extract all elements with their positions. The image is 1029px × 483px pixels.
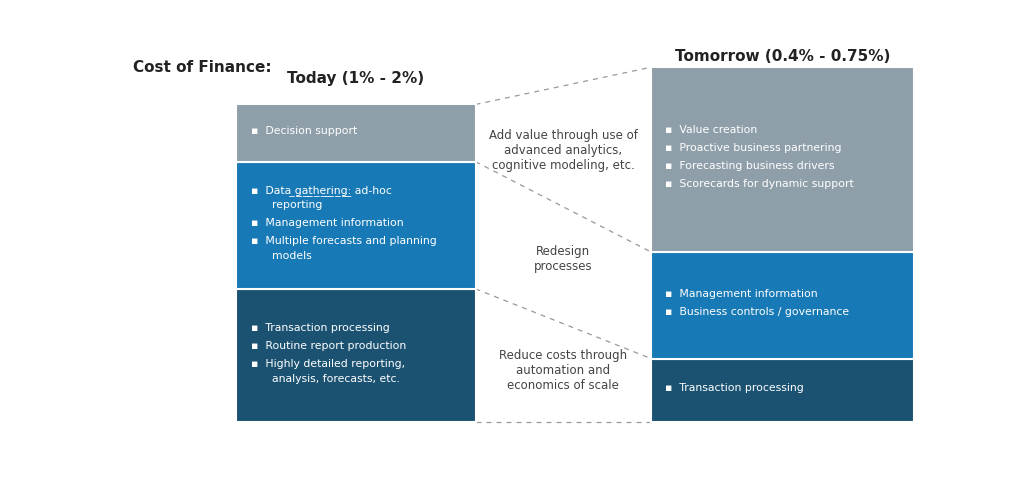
Bar	[237, 104, 475, 162]
Text: ▪  Routine report production: ▪ Routine report production	[251, 341, 405, 351]
Text: ▪  Business controls / governance: ▪ Business controls / governance	[666, 307, 850, 317]
Text: ▪  Value creation: ▪ Value creation	[666, 126, 757, 135]
Text: ▪  Highly detailed reporting,: ▪ Highly detailed reporting,	[251, 359, 404, 369]
Text: ▪  Management information: ▪ Management information	[666, 289, 818, 299]
Text: Today (1% - 2%): Today (1% - 2%)	[287, 71, 425, 86]
Bar	[237, 289, 475, 423]
Text: analysis, forecasts, etc.: analysis, forecasts, etc.	[251, 373, 399, 384]
Text: ▪  Multiple forecasts and planning: ▪ Multiple forecasts and planning	[251, 236, 436, 246]
Text: Tomorrow (0.4% - 0.75%): Tomorrow (0.4% - 0.75%)	[675, 48, 890, 64]
Bar	[651, 252, 914, 358]
Text: Redesign
processes: Redesign processes	[534, 245, 593, 273]
Text: ▪  Scorecards for dynamic support: ▪ Scorecards for dynamic support	[666, 179, 854, 189]
Bar	[651, 358, 914, 423]
Text: Add value through use of
advanced analytics,
cognitive modeling, etc.: Add value through use of advanced analyt…	[489, 129, 638, 172]
Text: ▪  Management information: ▪ Management information	[251, 218, 403, 228]
Text: ▪  Forecasting business drivers: ▪ Forecasting business drivers	[666, 161, 835, 171]
Text: ▪  Decision support: ▪ Decision support	[251, 126, 357, 136]
Text: ▪  Transaction processing: ▪ Transaction processing	[666, 383, 804, 393]
Text: ▪  Data ̲g̲a̲t̲h̲e̲r̲i̲n̲g̲:̲ ad-hoc: ▪ Data ̲g̲a̲t̲h̲e̲r̲i̲n̲g̲:̲ ad-hoc	[251, 185, 391, 196]
Text: ▪  Proactive business partnering: ▪ Proactive business partnering	[666, 143, 842, 153]
Bar	[237, 162, 475, 289]
Bar	[651, 67, 914, 252]
Text: models: models	[251, 251, 312, 260]
Text: ▪  Transaction processing: ▪ Transaction processing	[251, 323, 389, 333]
Text: reporting: reporting	[251, 200, 322, 210]
Text: Reduce costs through
automation and
economics of scale: Reduce costs through automation and econ…	[499, 349, 628, 392]
Text: Cost of Finance:: Cost of Finance:	[133, 60, 272, 75]
